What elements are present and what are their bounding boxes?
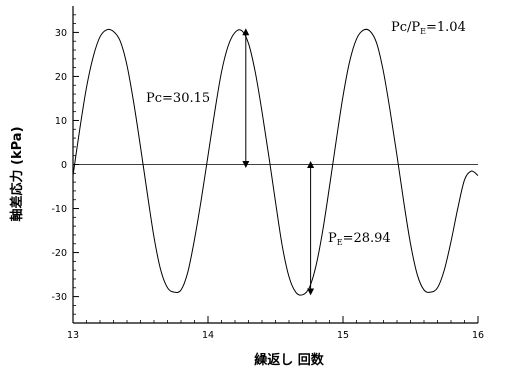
pe-annotation: PE=28.94	[328, 231, 391, 247]
x-tick-label: 16	[472, 330, 484, 341]
y-axis-title: 軸差応力 (kPa)	[9, 126, 25, 221]
y-tick-label: 10	[55, 116, 67, 127]
y-tick-label: 20	[55, 72, 67, 83]
axes	[72, 6, 478, 324]
pc-annotation: Pc=30.15	[146, 91, 210, 106]
x-tick-label: 14	[202, 330, 214, 341]
stress-series-line	[72, 28, 479, 296]
y-tick-label: -10	[51, 204, 67, 215]
x-tick-label: 15	[337, 330, 349, 341]
tick-group: 30 20 10 0 -10 -20 -30 13 14 15 16	[51, 14, 484, 341]
y-tick-label: 30	[55, 28, 67, 39]
y-tick-label: -30	[51, 292, 67, 303]
series-group	[72, 28, 479, 296]
x-axis-title: 繰返し 回数	[254, 352, 325, 368]
y-tick-label: -20	[51, 248, 67, 259]
ratio-annotation: Pc/PE=1.04	[391, 20, 466, 36]
x-tick-label: 13	[67, 330, 79, 341]
y-tick-label: 0	[61, 160, 67, 171]
arrow-group	[242, 28, 315, 296]
